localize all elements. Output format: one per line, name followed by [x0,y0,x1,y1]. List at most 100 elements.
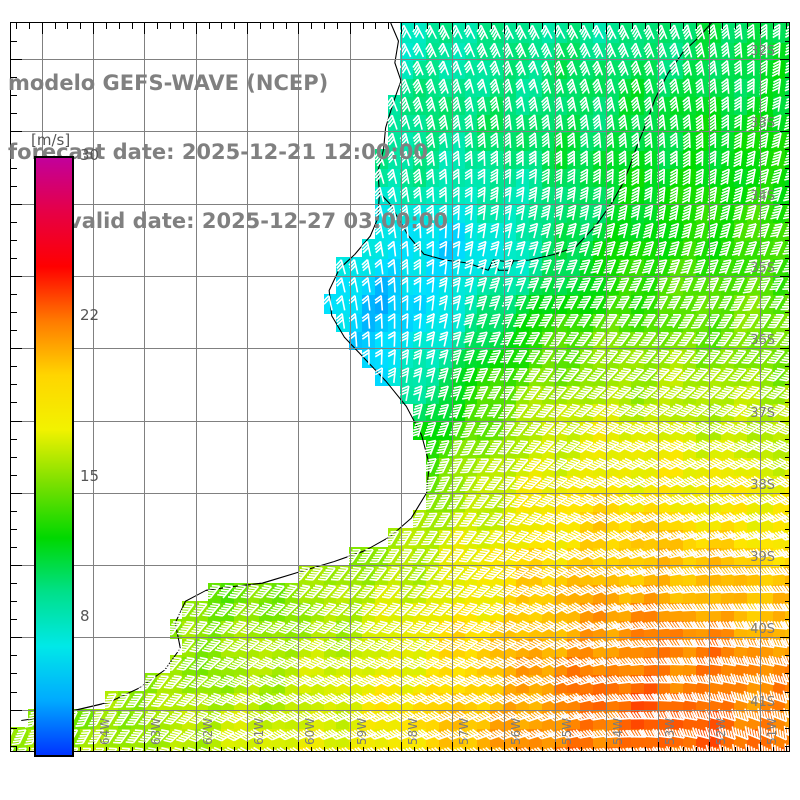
tick-left-lat [11,384,17,385]
tick-left-lat [11,529,17,530]
tick-bottom-lon [350,742,351,751]
tick-right-lat [780,276,789,277]
tick-top-lon [80,23,81,29]
wind-barb-overlay [11,23,789,751]
tick-right-lat [785,186,789,187]
gridline-lon-64W [93,23,94,751]
gridline-lon-62W [196,23,197,751]
tick-right-lat [785,529,789,530]
tick-right-lat [785,95,789,96]
tick-right-lat [780,204,789,205]
longitude-label-63W: 63W [149,717,164,745]
tick-right-lat [785,655,789,656]
tick-top-lon [170,23,171,29]
tick-top-lon [735,23,736,29]
tick-top-lon [298,23,299,34]
tick-top-lon [709,23,710,34]
gridline-lon-61W [247,23,248,751]
colorbar [34,156,74,757]
tick-bottom-lon [735,747,736,751]
gridline-lon-58W [401,23,402,751]
tick-top-lon [581,23,582,29]
tick-top-lon [670,23,671,29]
tick-top-lon [67,23,68,29]
tick-right-lat [785,330,789,331]
tick-bottom-lon [363,747,364,751]
tick-right-lat [785,583,789,584]
tick-right-lat [785,547,789,548]
tick-right-lat [785,619,789,620]
tick-left-lat [11,149,17,150]
tick-left-lat [11,421,22,422]
tick-top-lon [439,23,440,29]
tick-right-lat [785,77,789,78]
tick-right-lat [785,475,789,476]
tick-top-lon [529,23,530,29]
tick-right-lat [785,222,789,223]
tick-left-lat [11,41,17,42]
tick-left-lat [11,547,17,548]
tick-top-lon [144,23,145,34]
tick-right-lat [780,565,789,566]
tick-top-lon [760,23,761,34]
tick-top-lon [478,23,479,29]
latitude-label-36S: 36S [750,333,775,349]
tick-left-lat [11,366,17,367]
tick-right-lat [780,348,789,349]
tick-bottom-lon [298,742,299,751]
tick-left-lat [11,204,22,205]
tick-left-lat [11,475,17,476]
tick-top-lon [375,23,376,29]
tick-bottom-lon [606,742,607,751]
tick-top-lon [183,23,184,29]
gridline-lat-34S [11,204,789,205]
tick-right-lat [785,113,789,114]
tick-left-lat [11,348,22,349]
tick-bottom-lon [273,747,274,751]
tick-left-lat [11,402,17,403]
tick-top-lon [491,23,492,29]
model-title: modelo GEFS-WAVE (NCEP) [8,71,329,95]
tick-bottom-lon [221,747,222,751]
tick-bottom-lon [504,742,505,751]
tick-top-lon [516,23,517,29]
gridline-lon-54W [606,23,607,751]
tick-top-lon [619,23,620,29]
tick-left-lat [11,276,22,277]
tick-top-lon [157,23,158,29]
tick-bottom-lon [760,742,761,751]
tick-bottom-lon [157,747,158,751]
latitude-label-32S: 32S [750,44,775,60]
tick-bottom-lon [452,742,453,751]
tick-top-lon [593,23,594,29]
tick-left-lat [11,131,22,132]
tick-bottom-lon [375,747,376,751]
tick-bottom-lon [93,742,94,751]
gridline-lat-36S [11,348,789,349]
tick-top-lon [696,23,697,29]
latitude-label-37S: 37S [750,405,775,421]
gridline-lon-57W [452,23,453,751]
tick-bottom-lon [478,747,479,751]
tick-right-lat [785,168,789,169]
longitude-label-58W: 58W [406,717,420,745]
tick-bottom-lon [119,747,120,751]
tick-left-lat [11,511,17,512]
plot-frame: 65W64W63W62W61W60W59W58W57W56W55W54W53W5… [10,22,790,752]
longitude-label-54W: 54W [611,717,626,745]
tick-left-lat [11,77,17,78]
tick-right-lat [785,601,789,602]
tick-top-lon [401,23,402,34]
tick-bottom-lon [786,747,787,751]
tick-bottom-lon [658,742,659,751]
colorbar-tick-22: 22 [80,306,100,325]
tick-bottom-lon [247,742,248,751]
colorbar-tick-30: 30 [80,146,100,164]
tick-top-lon [247,23,248,34]
tick-bottom-lon [465,747,466,751]
tick-top-lon [42,23,43,34]
tick-right-lat [780,493,789,494]
latitude-label-41S: 41S [750,694,775,710]
tick-top-lon [106,23,107,29]
